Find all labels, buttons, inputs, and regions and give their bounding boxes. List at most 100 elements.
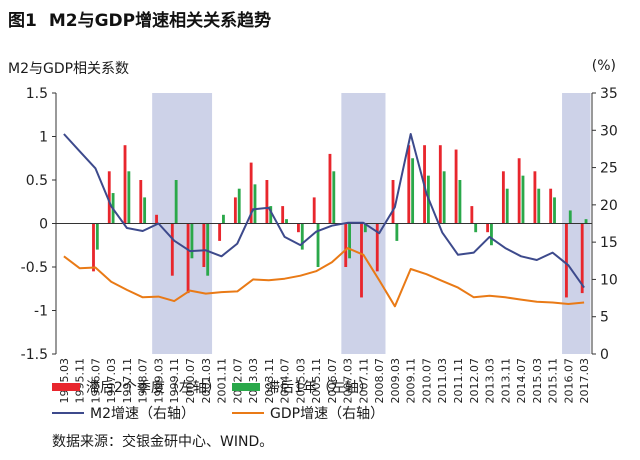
x-tick-label: 2010.07 <box>420 358 433 404</box>
bar-lag1y <box>474 223 478 233</box>
bar-lag1y <box>395 223 399 241</box>
bar-lag1y <box>568 210 572 224</box>
x-tick-label: 2012.07 <box>468 358 481 404</box>
left-axis-label: M2与GDP相关系数 <box>8 61 130 77</box>
legend-swatch-lag1y <box>232 383 260 391</box>
bar-lag2q <box>438 145 442 224</box>
left-tick-label: 0.5 <box>26 173 48 189</box>
bar-lag1y <box>174 180 178 224</box>
bar-lag1y <box>143 197 147 224</box>
bar-lag1y <box>348 223 351 259</box>
bar-lag2q <box>202 223 206 267</box>
legend-label-lag2q: 滞后2个季度（左轴） <box>86 380 221 396</box>
bar-lag1y <box>490 223 493 246</box>
bar-lag2q <box>517 158 521 224</box>
bar-lag1y <box>505 188 509 224</box>
bar-lag1y <box>442 171 446 224</box>
x-tick-label: 2015.11 <box>547 358 560 404</box>
right-tick-label: 0 <box>600 347 609 363</box>
right-tick-label: 15 <box>600 235 618 251</box>
figure-title-text: M2与GDP增速相关关系趋势 <box>48 11 272 31</box>
right-tick-label: 35 <box>600 86 618 102</box>
bar-lag2q <box>155 214 158 224</box>
x-tick-label: 2008.07 <box>373 358 386 404</box>
x-tick-label: 2002.07 <box>231 358 244 404</box>
bar-lag2q <box>344 223 348 267</box>
x-tick-label: 1996.07 <box>89 358 102 404</box>
legend-swatch-gdp <box>232 412 264 414</box>
legend-label-lag1y: 滞后1年（左轴） <box>266 380 373 396</box>
bar-lag2q <box>580 223 584 294</box>
bar-lag2q <box>549 188 553 224</box>
bar-lag2q <box>297 223 300 233</box>
bar-lag1y <box>269 206 273 224</box>
x-tick-label: 2014.07 <box>515 358 528 404</box>
legend-swatch-m2 <box>52 412 84 414</box>
bar-lag1y <box>363 223 367 233</box>
x-tick-label: 1999.11 <box>168 358 181 404</box>
bar-lag2q <box>186 223 190 294</box>
x-tick-label: 2003.11 <box>263 358 276 404</box>
bar-lag1y <box>237 188 241 224</box>
bar-lag1y <box>300 223 304 250</box>
source-note: 数据来源：交银金研中心、WIND。 <box>52 434 274 450</box>
bar-lag2q <box>470 206 474 224</box>
left-tick-label: 1.5 <box>26 86 48 102</box>
bar-lag2q <box>249 162 253 224</box>
bar-lag2q <box>107 171 111 224</box>
bar-lag2q <box>92 223 95 272</box>
bar-lag2q <box>454 149 458 224</box>
x-tick-label: 2011.03 <box>436 358 449 404</box>
line-m2 <box>63 133 585 289</box>
x-tick-label: 2006.07 <box>326 358 339 404</box>
bar-lag1y <box>584 219 588 224</box>
bar-lag2q <box>407 145 411 224</box>
bar-lag2q <box>233 197 237 224</box>
right-tick-label: 25 <box>600 161 618 177</box>
bar-lag1y <box>332 171 336 224</box>
bar-lag2q <box>375 223 379 272</box>
bar-lag2q <box>533 171 537 224</box>
legend-item-gdp: GDP增速（右轴） <box>232 403 384 423</box>
bar-lag1y <box>411 158 415 224</box>
bar-lag2q <box>486 223 490 233</box>
bar-lag2q <box>312 197 316 224</box>
x-tick-label: 2000.07 <box>184 358 197 404</box>
legend-item-lag1y: 滞后1年（左轴） <box>232 377 373 397</box>
bar-lag2q <box>281 206 285 224</box>
x-tick-label: 2013.03 <box>484 358 497 404</box>
legend-label-gdp: GDP增速（右轴） <box>270 406 385 422</box>
x-tick-label: 2011.11 <box>452 358 465 404</box>
bar-lag1y <box>127 171 131 224</box>
bar-lag2q <box>170 223 174 276</box>
bar-lag2q <box>265 180 269 224</box>
line-gdp <box>63 247 585 308</box>
figure-title: 图1 M2与GDP增速相关关系趋势 <box>8 6 271 31</box>
x-tick-label: 2016.07 <box>562 358 575 404</box>
x-tick-label: 1999.03 <box>152 358 165 404</box>
bar-lag1y <box>253 184 257 224</box>
x-tick-label: 2001.11 <box>216 358 229 404</box>
bar-lag1y <box>521 175 525 224</box>
x-tick-label: 2009.03 <box>389 358 402 404</box>
figure-number: 图1 <box>8 11 37 31</box>
x-tick-label: 1997.03 <box>105 358 118 404</box>
right-tick-label: 30 <box>600 123 618 139</box>
bar-lag1y <box>316 223 320 267</box>
x-tick-label: 1995.03 <box>58 358 71 404</box>
bar-lag2q <box>139 180 143 224</box>
left-tick-label: 0 <box>39 217 48 233</box>
legend-label-m2: M2增速（右轴） <box>90 406 195 422</box>
x-tick-label: 1998.07 <box>137 358 150 404</box>
bar-lag2q <box>360 223 363 298</box>
left-tick-label: -0.5 <box>21 260 48 276</box>
right-axis-label: (%) <box>591 58 616 74</box>
bar-lag1y <box>537 188 541 224</box>
bar-lag1y <box>190 223 194 259</box>
x-tick-label: 2013.11 <box>499 358 512 404</box>
x-tick-label: 2001.03 <box>200 358 213 404</box>
legend-item-lag2q: 滞后2个季度（左轴） <box>52 377 221 397</box>
x-tick-label: 2015.03 <box>531 358 544 404</box>
